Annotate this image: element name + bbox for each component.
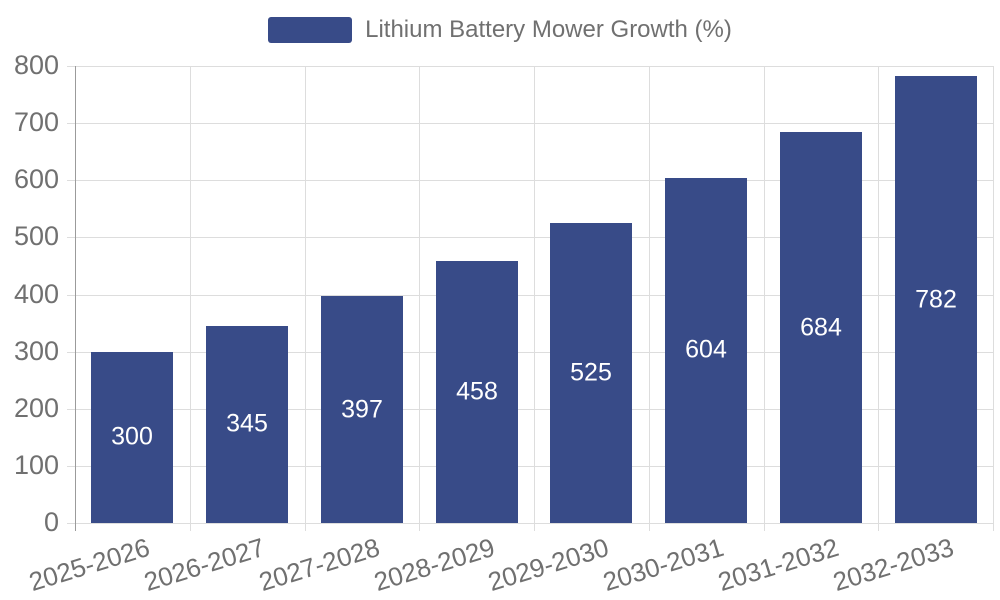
y-tick-label: 600 bbox=[13, 163, 59, 194]
gridline-v bbox=[878, 66, 879, 523]
bar-2029-2030[interactable] bbox=[550, 223, 632, 523]
bar-value-label: 604 bbox=[685, 335, 727, 364]
x-tick bbox=[993, 523, 994, 531]
x-tick bbox=[649, 523, 650, 531]
y-tick-label: 200 bbox=[13, 392, 59, 423]
x-tick-label: 2030-2031 bbox=[599, 532, 727, 598]
gridline-v bbox=[190, 66, 191, 523]
bar-value-label: 300 bbox=[111, 422, 153, 451]
y-tick bbox=[67, 66, 75, 67]
x-tick-label: 2031-2032 bbox=[714, 532, 842, 598]
x-tick-label: 2026-2027 bbox=[140, 532, 268, 598]
bar-value-label: 458 bbox=[456, 377, 498, 406]
x-tick-label: 2032-2033 bbox=[829, 532, 957, 598]
gridline-v bbox=[305, 66, 306, 523]
gridline-v bbox=[419, 66, 420, 523]
gridline-v bbox=[534, 66, 535, 523]
y-tick bbox=[67, 180, 75, 181]
x-tick bbox=[878, 523, 879, 531]
gridline-v bbox=[649, 66, 650, 523]
bar-2031-2032[interactable] bbox=[780, 132, 862, 523]
y-tick-label: 100 bbox=[13, 449, 59, 480]
x-tick-label: 2029-2030 bbox=[484, 532, 612, 598]
x-tick-label: 2025-2026 bbox=[25, 532, 153, 598]
y-tick bbox=[67, 123, 75, 124]
bar-2030-2031[interactable] bbox=[665, 178, 747, 523]
bar-2025-2026[interactable] bbox=[91, 352, 173, 523]
legend-label: Lithium Battery Mower Growth (%) bbox=[365, 16, 732, 43]
x-tick-label: 2027-2028 bbox=[255, 532, 383, 598]
y-tick-label: 700 bbox=[13, 106, 59, 137]
x-tick bbox=[305, 523, 306, 531]
bar-value-label: 397 bbox=[341, 395, 383, 424]
bar-value-label: 345 bbox=[226, 409, 268, 438]
y-tick-label: 400 bbox=[13, 278, 59, 309]
x-tick bbox=[764, 523, 765, 531]
y-axis-line bbox=[75, 66, 76, 531]
x-tick bbox=[419, 523, 420, 531]
y-tick bbox=[67, 523, 75, 524]
bar-2032-2033[interactable] bbox=[895, 76, 977, 523]
x-tick bbox=[534, 523, 535, 531]
bar-2026-2027[interactable] bbox=[206, 326, 288, 523]
y-tick-label: 500 bbox=[13, 220, 59, 251]
legend-swatch bbox=[268, 17, 353, 43]
y-tick bbox=[67, 466, 75, 467]
gridline-v bbox=[993, 66, 994, 523]
bar-value-label: 684 bbox=[800, 313, 842, 342]
bar-2028-2029[interactable] bbox=[436, 261, 518, 523]
x-tick bbox=[190, 523, 191, 531]
y-tick bbox=[67, 237, 75, 238]
bar-value-label: 525 bbox=[570, 358, 612, 387]
y-tick-label: 300 bbox=[13, 335, 59, 366]
gridline-v bbox=[764, 66, 765, 523]
y-tick bbox=[67, 352, 75, 353]
x-tick-label: 2028-2029 bbox=[370, 532, 498, 598]
bar-value-label: 782 bbox=[915, 285, 957, 314]
bar-2027-2028[interactable] bbox=[321, 296, 403, 523]
legend[interactable]: Lithium Battery Mower Growth (%) bbox=[0, 15, 1000, 45]
y-tick bbox=[67, 295, 75, 296]
y-tick-label: 800 bbox=[13, 49, 59, 80]
y-tick-label: 0 bbox=[43, 506, 59, 537]
y-tick bbox=[67, 409, 75, 410]
